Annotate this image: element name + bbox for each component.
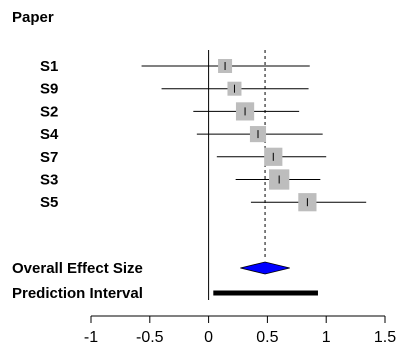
study-label: S2 [40, 103, 58, 120]
tick-label: -0.5 [136, 329, 164, 346]
summary-rows: Overall Effect Size Prediction Interval [12, 260, 318, 302]
study-row-s7: S7 [40, 147, 327, 166]
tick-label: 0.5 [256, 329, 278, 346]
study-row-s3: S3 [40, 169, 321, 190]
study-label: S1 [40, 58, 58, 75]
overall-diamond [240, 261, 290, 275]
study-row-s1: S1 [40, 58, 310, 75]
tick-label: -1 [84, 329, 98, 346]
tick-label: 0 [204, 329, 213, 346]
prediction-label: Prediction Interval [12, 285, 143, 302]
column-header: Paper [12, 9, 54, 26]
study-label: S5 [40, 194, 58, 211]
study-row-s5: S5 [40, 193, 367, 212]
tick-label: 1.5 [374, 329, 396, 346]
study-row-s4: S4 [40, 126, 323, 143]
tick-label: 1 [322, 329, 331, 346]
study-row-s9: S9 [40, 81, 309, 98]
overall-label: Overall Effect Size [12, 260, 143, 277]
overall-effect-row: Overall Effect Size [12, 260, 290, 277]
x-axis: -1 -0.5 0 0.5 1 1.5 [84, 315, 396, 346]
study-row-s2: S2 [40, 102, 300, 121]
study-label: S3 [40, 172, 58, 189]
study-label: S7 [40, 149, 58, 166]
study-rows: S1 S9 S2 S4 S7 S3 S5 [40, 58, 367, 212]
study-label: S9 [40, 81, 58, 98]
prediction-interval-row: Prediction Interval [12, 285, 318, 302]
prediction-bar [213, 290, 318, 296]
study-label: S4 [40, 126, 59, 143]
